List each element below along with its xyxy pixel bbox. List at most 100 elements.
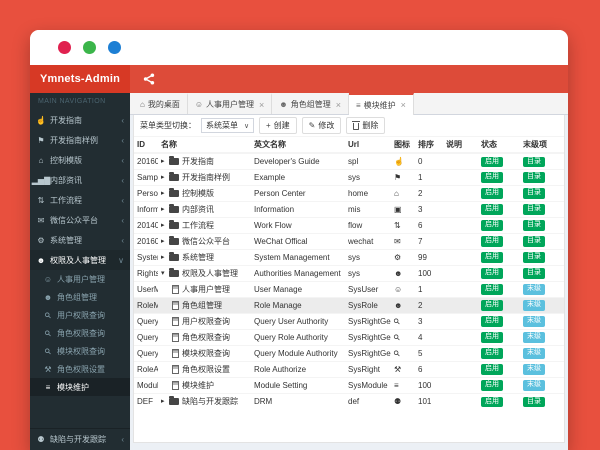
window-close-dot[interactable]: [58, 41, 71, 54]
column-header-英文名称[interactable]: 英文名称: [251, 137, 345, 154]
column-header-图标[interactable]: 图标: [391, 137, 415, 154]
sidebar-item-内部资讯[interactable]: ▂▅▇ 内部资讯 ‹: [30, 170, 130, 190]
hand-pointer-icon: ☝: [36, 115, 46, 125]
cell-desc: [443, 328, 478, 345]
sidebar-item-微信公众平台[interactable]: ✉ 微信公众平台 ‹: [30, 210, 130, 230]
column-header-ID[interactable]: ID: [134, 137, 158, 154]
column-header-名称[interactable]: 名称: [158, 137, 251, 154]
caret-right-icon[interactable]: ▸: [161, 190, 165, 197]
sidebar-subitem-label: 人事用户管理: [57, 274, 105, 284]
cell-en-name: WeChat Offical: [251, 232, 345, 249]
caret-right-icon[interactable]: ▸: [161, 158, 165, 166]
name-cell: 角色组管理: [161, 300, 248, 311]
table-row[interactable]: Inform ▸ 内部资讯 Information mis ▣ 3 启用 目录: [134, 200, 564, 217]
create-button[interactable]: + 创建: [259, 117, 297, 134]
cell-url: sys: [345, 264, 391, 281]
close-icon[interactable]: ×: [259, 99, 265, 110]
caret-right-icon[interactable]: ▸: [161, 206, 165, 213]
edit-button[interactable]: ✎ 修改: [301, 117, 342, 134]
caret-right-icon[interactable]: ▸: [161, 222, 165, 229]
tab-label: 我的桌面: [147, 100, 180, 109]
module-name: 控制模版: [182, 188, 214, 198]
sidebar-item-开发指南[interactable]: ☝ 开发指南 ‹: [30, 110, 130, 130]
column-header-说明[interactable]: 说明: [443, 137, 478, 154]
caret-right-icon[interactable]: ▸: [161, 398, 165, 406]
cell-leaf: 目录: [520, 232, 564, 249]
sidebar-item-工作流程[interactable]: ⇅ 工作流程 ‹: [30, 190, 130, 210]
column-header-状态[interactable]: 状态: [478, 137, 520, 154]
table-row[interactable]: Modul 模块维护 Module Setting SysModule ≡ 100 启用 末级: [134, 376, 564, 393]
cell-id: Person: [134, 184, 158, 201]
tab-角色组管理[interactable]: ☻ 角色组管理 ×: [272, 93, 349, 114]
cell-leaf: 目录: [520, 248, 564, 265]
column-header-排序[interactable]: 排序: [415, 137, 443, 154]
cell-name: 角色权限设置: [158, 360, 251, 377]
sidebar-subitem-模块维护[interactable]: ≡ 模块维护: [30, 378, 130, 396]
menu-type-select[interactable]: 系统菜单 ∨: [201, 118, 254, 133]
user-icon: ☺: [394, 284, 403, 294]
tab-我的桌面[interactable]: ⌂ 我的桌面: [133, 93, 188, 114]
sidebar-item-缺陷与开发跟踪[interactable]: ⚉ 缺陷与开发跟踪 ‹: [30, 428, 130, 450]
cell-leaf: 末级: [520, 280, 564, 297]
sidebar-subitem-角色权限设置[interactable]: ⚒ 角色权限设置: [30, 360, 130, 378]
caret-right-icon[interactable]: ▸: [161, 238, 165, 245]
cell-name: ▸ 缺陷与开发跟踪: [158, 392, 251, 409]
cell-name: ▸ 控制模版: [158, 184, 251, 201]
cell-icon: ⚲: [391, 328, 415, 345]
cell-id: RoleM: [134, 296, 158, 313]
chevron-left-icon: ‹: [121, 135, 124, 145]
leaf-badge: 目录: [523, 396, 545, 407]
table-row[interactable]: 20140 ▸ 工作流程 Work Flow flow ⇅ 6 启用 目录: [134, 216, 564, 233]
sidebar-subitem-用户权限查询[interactable]: ⚲ 用户权限查询: [30, 306, 130, 324]
trash-icon: [352, 121, 361, 130]
table-row[interactable]: Sampl ▸ 开发指南样例 Example sys ⚑ 1 启用 目录: [134, 168, 564, 185]
tab-人事用户管理[interactable]: ☺ 人事用户管理 ×: [187, 93, 273, 114]
column-header-末级项[interactable]: 末级项: [520, 137, 564, 154]
column-header-Url[interactable]: Url: [345, 137, 391, 154]
sidebar: MAIN NAVIGATION ☝ 开发指南 ‹ ⚑ 开发指南样例 ‹ ⌂ 控制模版 ‹ ▂▅▇ 内…: [30, 93, 130, 450]
sidebar-item-系统管理[interactable]: ⚙ 系统管理 ‹: [30, 230, 130, 250]
share-alt-icon[interactable]: [143, 73, 155, 85]
sidebar-subitem-人事用户管理[interactable]: ☺ 人事用户管理: [30, 270, 130, 288]
close-icon[interactable]: ×: [335, 99, 341, 110]
tab-模块维护[interactable]: ≡ 模块维护 ×: [348, 93, 414, 115]
table-row[interactable]: DEF ▸ 缺陷与开发跟踪 DRM def ⚉ 101 启用 目录: [134, 392, 564, 409]
app-navbar: Ymnets-Admin: [30, 65, 568, 93]
cell-status: 启用: [478, 232, 520, 249]
caret-down-icon[interactable]: ▾: [161, 270, 165, 277]
delete-button[interactable]: 删除: [346, 117, 386, 134]
sidebar-item-控制模版[interactable]: ⌂ 控制模版 ‹: [30, 150, 130, 170]
table-row[interactable]: 20160 ▸ 开发指南 Developer's Guide spl ☝ 0 启用 目录: [134, 152, 564, 169]
sidebar-subitem-模块权限查询[interactable]: ⚲ 模块权限查询: [30, 342, 130, 360]
window-minimize-dot[interactable]: [83, 41, 96, 54]
table-row[interactable]: 20160 ▸ 微信公众平台 WeChat Offical wechat ✉ 7 启用 目录: [134, 232, 564, 249]
cell-desc: [443, 264, 478, 281]
cell-en-name: DRM: [251, 392, 345, 409]
sidebar-subitem-角色权限查询[interactable]: ⚲ 角色权限查询: [30, 324, 130, 342]
cell-url: sys: [345, 168, 391, 185]
table-row[interactable]: RoleM 角色组管理 Role Manage SysRole ☻ 2 启用 末级: [134, 296, 564, 313]
cell-desc: [443, 280, 478, 297]
sidebar-subitem-角色组管理[interactable]: ☻ 角色组管理: [30, 288, 130, 306]
close-icon[interactable]: ×: [400, 100, 406, 110]
cell-status: 启用: [478, 184, 520, 201]
window-maximize-dot[interactable]: [108, 41, 121, 54]
cell-desc: [443, 184, 478, 201]
caret-right-icon[interactable]: ▸: [161, 174, 165, 181]
cell-name: ▸ 工作流程: [158, 216, 251, 233]
sidebar-subitem-label: 角色权限查询: [57, 328, 105, 338]
file-icon: [172, 364, 179, 374]
cell-icon: ☺: [391, 280, 415, 297]
table-row[interactable]: Rights ▾ 权限及人事管理 Authorities Management sys ☻…: [134, 264, 564, 281]
sidebar-item-开发指南样例[interactable]: ⚑ 开发指南样例 ‹: [30, 130, 130, 150]
cell-status: 启用: [478, 200, 520, 217]
sidebar-item-权限及人事管理[interactable]: ☻ 权限及人事管理 ∨: [30, 250, 130, 270]
caret-right-icon[interactable]: ▸: [161, 254, 165, 261]
